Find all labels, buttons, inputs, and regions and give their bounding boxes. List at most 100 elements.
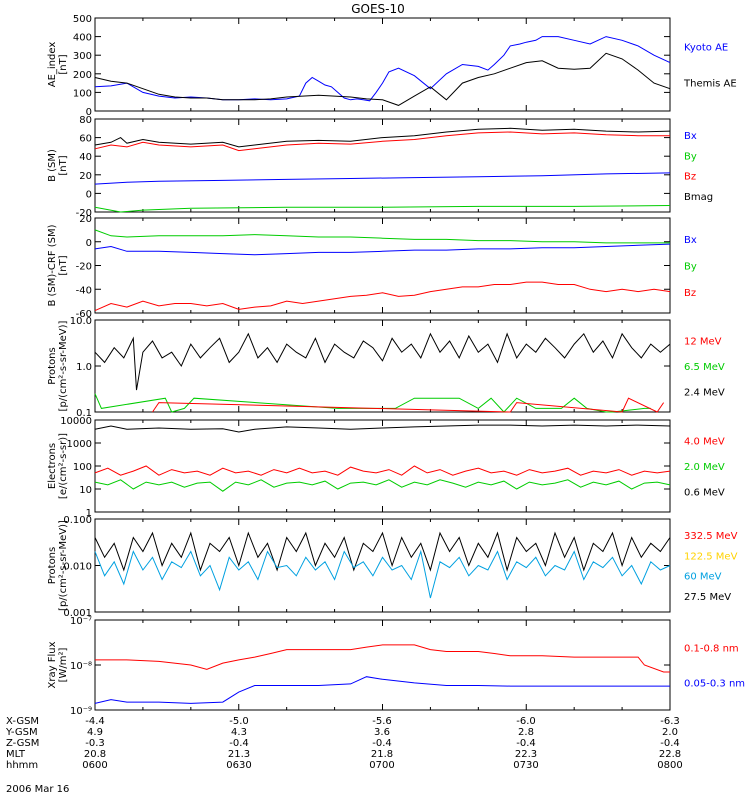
y-tick-label: 1000 bbox=[67, 439, 92, 450]
panel-frame bbox=[94, 419, 671, 513]
footer-value: -0.4 bbox=[516, 738, 536, 749]
y-tick-label: 0.100 bbox=[63, 515, 92, 526]
series-line-12-mev bbox=[152, 397, 665, 413]
footer-value: 4.9 bbox=[87, 727, 103, 738]
legend-label: 60 MeV bbox=[684, 572, 722, 583]
footer-value: 0800 bbox=[657, 760, 682, 771]
y-tick-label: 0.010 bbox=[63, 562, 92, 573]
y-tick-label: 0 bbox=[86, 107, 92, 118]
legend-label: 0.05-0.3 nm bbox=[684, 678, 745, 689]
footer-value: -5.6 bbox=[372, 716, 392, 727]
footer-row-label: Z-GSM bbox=[6, 738, 39, 749]
y-tick-label: 10⁻⁹ bbox=[70, 706, 92, 717]
y-axis-label: B (SM)[nT] bbox=[47, 149, 69, 182]
y-tick-label: 60 bbox=[79, 134, 92, 145]
series-line-bz bbox=[94, 131, 670, 152]
y-tick-label: -60 bbox=[76, 309, 92, 320]
footer-value: 3.6 bbox=[374, 727, 390, 738]
legend-label: By bbox=[684, 151, 697, 162]
y-tick-label: 0 bbox=[86, 238, 92, 249]
series-line-4-0-mev bbox=[94, 465, 671, 476]
y-tick-label: 20 bbox=[79, 171, 92, 182]
y-axis-label: AE_index[nT] bbox=[47, 42, 69, 88]
legend-label: 2.0 MeV bbox=[684, 462, 725, 473]
footer-value: 0630 bbox=[226, 760, 251, 771]
footer-value: 4.3 bbox=[231, 727, 247, 738]
series-line-0-1-0-8-nm bbox=[95, 644, 670, 673]
y-tick-label: 80 bbox=[79, 115, 92, 126]
panel-7: 10⁻⁹ 10⁻⁸ 10⁻⁷ Xray Flux[W/m²] 0.1-0.8 nm 0.0… bbox=[47, 616, 745, 717]
footer-value: -0.3 bbox=[85, 738, 105, 749]
footer-value: -5.0 bbox=[229, 716, 249, 727]
panel-6: 0.001 0.010 0.100Protons[p/(cm²-s-sr-MeV)]… bbox=[47, 515, 738, 619]
footer-row-label: X-GSM bbox=[6, 716, 39, 727]
y-tick-label: 10000 bbox=[60, 416, 92, 427]
legend-label: Kyoto AE bbox=[684, 43, 728, 54]
legend-label: Bx bbox=[684, 235, 697, 246]
y-axis-label: Protons[p/(cm²-s-sr-MeV)] bbox=[47, 320, 69, 411]
legend-label: 27.5 MeV bbox=[684, 592, 731, 603]
footer-row-label: hhmm bbox=[6, 760, 38, 771]
y-axis-label: Xray Flux[W/m²] bbox=[47, 641, 69, 688]
series-line-bz bbox=[94, 281, 671, 312]
legend-label: 2.4 MeV bbox=[684, 388, 725, 399]
series-line-2-0-mev bbox=[94, 479, 671, 492]
y-tick-label: 500 bbox=[73, 14, 92, 25]
legend-label: 0.1-0.8 nm bbox=[684, 644, 739, 655]
footer-value: -0.4 bbox=[372, 738, 392, 749]
series-line-2-4-mev bbox=[94, 332, 671, 391]
series-line-bx bbox=[94, 243, 671, 256]
legend-label: 4.0 MeV bbox=[684, 436, 725, 447]
legend-label: Bmag bbox=[684, 192, 713, 203]
panel-frame bbox=[94, 118, 671, 213]
legend-label: 6.5 MeV bbox=[684, 362, 725, 373]
series-line-bmag bbox=[94, 127, 671, 148]
footer-row-label: MLT bbox=[6, 749, 26, 760]
footer-value: 22.8 bbox=[659, 749, 681, 760]
series-line-bx bbox=[94, 172, 671, 185]
y-tick-label: 200 bbox=[73, 70, 92, 81]
panel-5: 1 10 100 1000 10000 Electrons[e/(cm²-s-sr)] 4.… bbox=[47, 416, 725, 519]
footer-value: 2.8 bbox=[518, 727, 534, 738]
series-line-27-5-mev bbox=[94, 531, 671, 572]
legend-label: By bbox=[684, 262, 697, 273]
footer-value: 21.8 bbox=[371, 749, 393, 760]
legend-label: 332.5 MeV bbox=[684, 531, 738, 542]
legend-label: Bz bbox=[684, 172, 696, 183]
date-label: 2006 Mar 16 bbox=[6, 784, 69, 795]
footer-value: -0.4 bbox=[229, 738, 249, 749]
panel-3: -60 -40 -20 0 20 B (SM)-CRF (SM)[nT] Bx By Bz bbox=[47, 214, 697, 320]
panel-2: -20 0 20 40 60 80 B (SM)[nT] Bx By Bz Bmag bbox=[47, 115, 713, 219]
y-tick-label: 10 bbox=[79, 485, 92, 496]
footer-value: 0730 bbox=[513, 760, 538, 771]
y-tick-label: -40 bbox=[76, 285, 92, 296]
y-tick-label: -20 bbox=[76, 208, 92, 219]
y-tick-label: 300 bbox=[73, 51, 92, 62]
legend-label: Themis AE bbox=[683, 78, 737, 89]
footer-value: -4.4 bbox=[85, 716, 105, 727]
y-tick-label: -20 bbox=[76, 262, 92, 273]
legend-label: Bz bbox=[684, 288, 696, 299]
y-tick-label: 10.0 bbox=[70, 316, 92, 327]
series-line-60-mev bbox=[94, 549, 671, 599]
footer-value: -0.4 bbox=[660, 738, 680, 749]
legend-label: 12 MeV bbox=[684, 336, 722, 347]
y-axis-label: Protons[p/(cm²-s-sr-MeV)] bbox=[47, 520, 69, 611]
footer-value: 22.3 bbox=[515, 749, 537, 760]
series-line-by bbox=[94, 205, 671, 213]
legend-label: Bx bbox=[684, 131, 697, 142]
panel-1: 0 100 200 300 400 500 AE_index[nT] Kyoto AE Them… bbox=[47, 14, 737, 118]
series-line-6-5-mev bbox=[94, 393, 651, 413]
footer-value: 0600 bbox=[82, 760, 107, 771]
y-tick-label: 40 bbox=[79, 152, 92, 163]
footer-row-label: Y-GSM bbox=[5, 727, 38, 738]
y-axis-label: Electrons[e/(cm²-s-sr)] bbox=[47, 433, 69, 499]
footer-ephemeris: X-GSM -4.4 -5.0 -5.6 -6.0 -6.3 Y-GSM 4.9 4.3 3.6 2… bbox=[5, 716, 683, 771]
footer-value: -6.0 bbox=[516, 716, 536, 727]
y-tick-label: 20 bbox=[79, 214, 92, 225]
legend-label: 122.5 MeV bbox=[684, 551, 738, 562]
y-tick-label: 10⁻⁸ bbox=[70, 661, 92, 672]
